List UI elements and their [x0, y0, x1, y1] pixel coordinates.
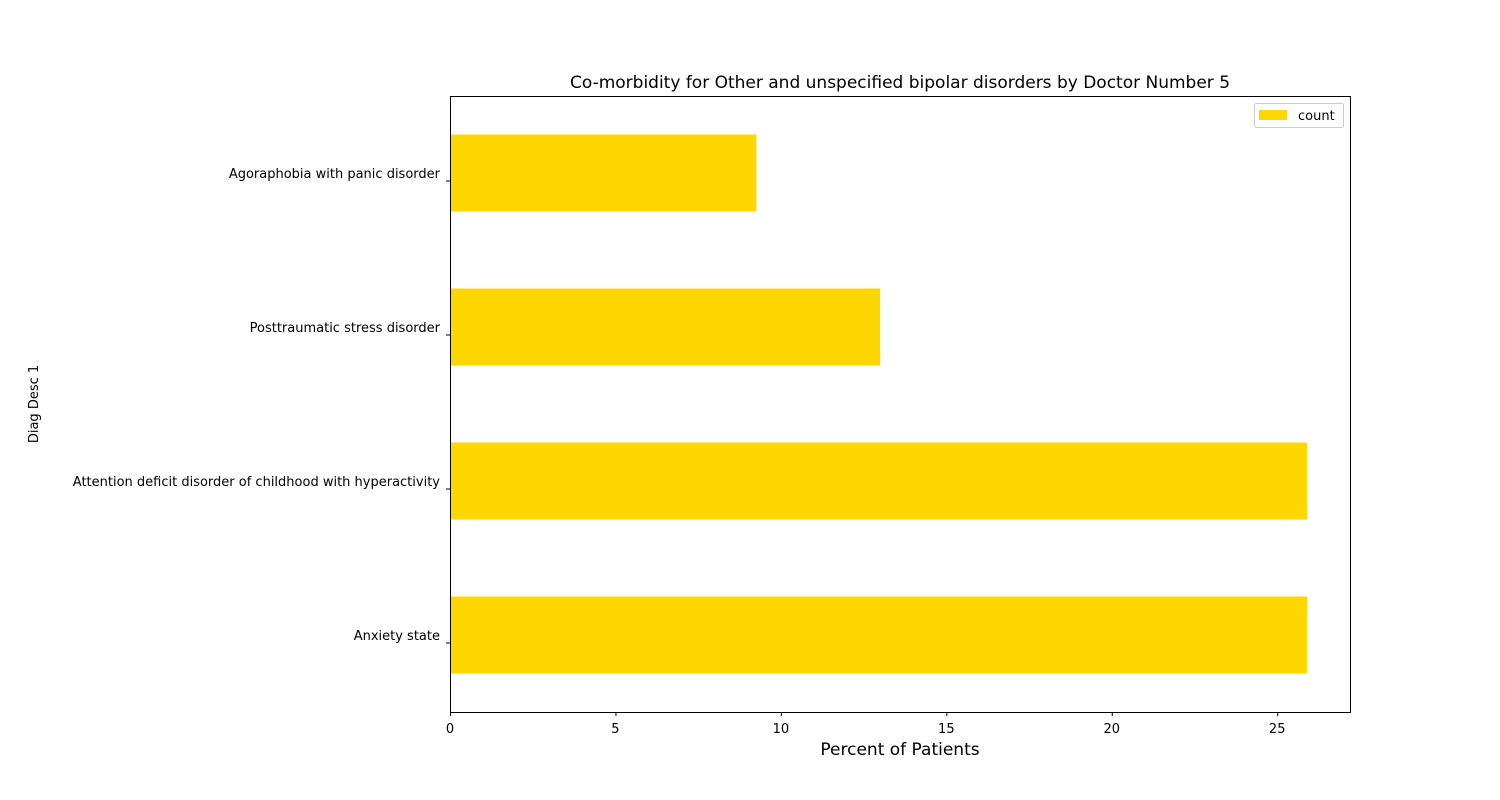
legend-label: count: [1298, 109, 1335, 124]
y-tick-label: Agoraphobia with panic disorder: [229, 167, 441, 182]
chart-title: Co-morbidity for Other and unspecified b…: [570, 73, 1230, 93]
x-axis: 0 5 10 15 20 25: [446, 712, 1286, 737]
x-tick-label: 25: [1269, 722, 1286, 737]
y-tick-label: Posttraumatic stress disorder: [250, 321, 441, 336]
bar: [450, 442, 1307, 520]
y-tick-label: Attention deficit disorder of childhood …: [73, 475, 441, 490]
x-axis-label: Percent of Patients: [820, 740, 979, 760]
x-tick-label: 5: [611, 722, 619, 737]
x-tick-label: 10: [773, 722, 790, 737]
y-axis-label: Diag Desc 1: [27, 365, 42, 443]
x-tick-label: 20: [1103, 722, 1120, 737]
y-tick-label: Anxiety state: [354, 629, 440, 644]
plot-frame: [450, 96, 1351, 713]
bar: [450, 134, 757, 212]
bars-layer: [450, 134, 1307, 674]
bar: [450, 288, 881, 366]
legend: count: [1254, 103, 1344, 128]
legend-swatch: [1259, 110, 1287, 120]
legend-frame: [1254, 103, 1344, 128]
bar: [450, 596, 1307, 674]
x-tick-label: 15: [938, 722, 955, 737]
x-tick-label: 0: [446, 722, 454, 737]
y-axis: Anxiety state Attention deficit disorder …: [73, 167, 450, 644]
